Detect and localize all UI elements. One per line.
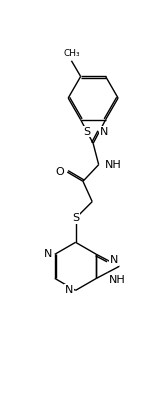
Text: N: N bbox=[100, 127, 109, 137]
Text: NH: NH bbox=[105, 160, 122, 170]
Text: N: N bbox=[44, 249, 52, 259]
Text: O: O bbox=[56, 167, 64, 177]
Text: S: S bbox=[83, 127, 90, 137]
Text: N: N bbox=[110, 255, 118, 265]
Text: NH: NH bbox=[109, 275, 125, 285]
Text: N: N bbox=[65, 285, 73, 296]
Text: CH₃: CH₃ bbox=[63, 49, 80, 58]
Text: S: S bbox=[72, 213, 79, 223]
